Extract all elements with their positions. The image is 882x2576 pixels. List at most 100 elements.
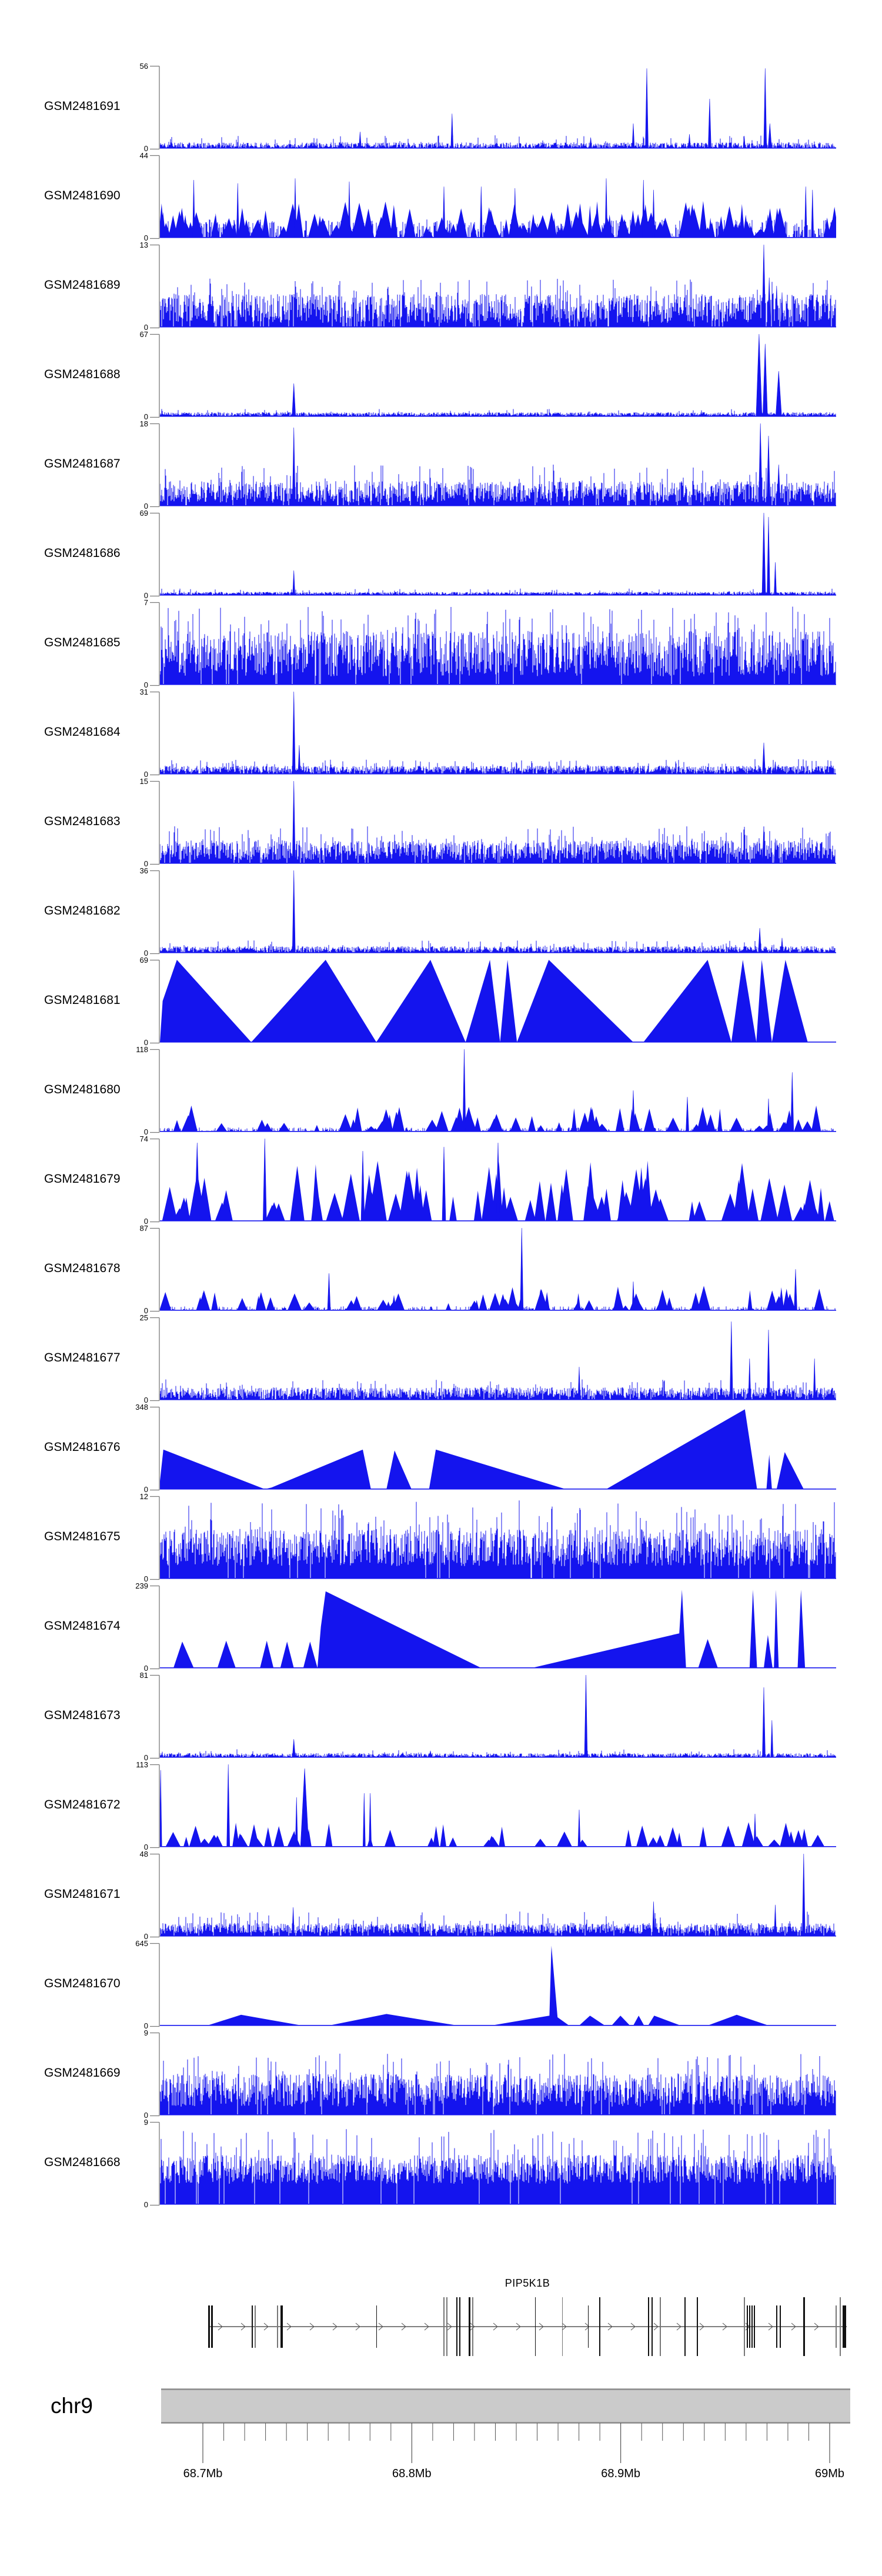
y-axis-bracket [150, 1227, 160, 1312]
y-axis-max-label: 25 [139, 1313, 148, 1322]
signal-noise [160, 409, 836, 416]
y-axis-bracket [150, 1049, 160, 1133]
y-axis-max-label: 12 [139, 1492, 148, 1501]
y-axis-line [150, 1138, 160, 1223]
track-row-GSM2481678: GSM2481678 87 0 [0, 1224, 882, 1315]
track-row-GSM2481681: GSM2481681 69 0 [0, 956, 882, 1047]
signal-plot [160, 1500, 836, 1579]
signal-baseline [160, 2025, 836, 2026]
track-label: GSM2481674 [44, 1619, 121, 1633]
strand-arrow-icons [218, 2323, 819, 2331]
signal-shape [160, 1409, 804, 1489]
y-axis-zero-label: 0 [143, 859, 148, 868]
signal-baseline [160, 237, 836, 238]
signal-baseline [160, 326, 836, 328]
track-label: GSM2481687 [44, 457, 121, 471]
axis-tick-label: 68.7Mb [183, 2467, 223, 2480]
signal-plot [160, 245, 836, 328]
signal-plot [160, 1764, 836, 1847]
y-axis-line [150, 1943, 160, 2027]
signal-baseline [160, 1578, 836, 1579]
track-row-GSM2481688: GSM2481688 67 0 [0, 330, 882, 421]
signal-noise [160, 1749, 836, 1757]
signal-shape [207, 1946, 769, 2026]
y-axis-zero-label: 0 [143, 2021, 148, 2030]
signal-plot [160, 68, 836, 149]
y-axis-line [150, 1406, 160, 1491]
y-axis-max-label: 31 [139, 688, 148, 696]
signal-baseline [160, 1936, 836, 1937]
exon-bar [843, 2305, 846, 2348]
y-axis-line [150, 65, 160, 150]
signal-baseline [160, 773, 836, 775]
y-axis-max-label: 56 [139, 62, 148, 71]
exon-bar [472, 2297, 473, 2356]
signal-plot [160, 2053, 836, 2115]
signal-peaks [292, 1675, 774, 1758]
track-label: GSM2481669 [44, 2066, 121, 2080]
y-axis-bracket [150, 602, 160, 686]
signal-baseline [160, 1310, 836, 1311]
exon-bar [652, 2297, 653, 2356]
track-label: GSM2481686 [44, 546, 121, 560]
y-axis-max-label: 18 [139, 419, 148, 428]
y-axis-max-label: 81 [139, 1671, 148, 1680]
exon-bar [697, 2297, 698, 2356]
signal-peaks [761, 245, 784, 328]
y-axis-bracket [150, 1943, 160, 2027]
track-row-GSM2481683: GSM2481683 15 0 [0, 777, 882, 868]
y-axis-line [150, 512, 160, 597]
signal-plot [160, 1854, 836, 1937]
track-label: GSM2481673 [44, 1709, 121, 1722]
exon-bar [840, 2297, 841, 2356]
signal-baseline [160, 952, 836, 953]
y-axis-bracket [150, 1496, 160, 1580]
track-label: GSM2481677 [44, 1351, 121, 1364]
y-axis-line [150, 1049, 160, 1133]
y-axis-line [150, 333, 160, 418]
y-axis-max-label: 118 [136, 1045, 148, 1054]
signal-baseline [160, 2204, 836, 2205]
y-axis-line [150, 959, 160, 1044]
y-axis-line [150, 870, 160, 955]
signal-triangles [173, 1105, 821, 1132]
exon-bar [749, 2305, 750, 2348]
signal-baseline [160, 1757, 836, 1758]
y-axis-max-label: 645 [135, 1939, 148, 1948]
y-axis-bracket [150, 959, 160, 1044]
exon-bar [469, 2297, 470, 2356]
y-axis-zero-label: 0 [143, 1664, 148, 1673]
track-label: GSM2481678 [44, 1262, 121, 1275]
exon-bar [277, 2305, 278, 2348]
signal-triangles [160, 201, 836, 238]
track-row-GSM2481676: GSM2481676 348 0 [0, 1403, 882, 1494]
track-row-GSM2481685: GSM2481685 7 0 [0, 598, 882, 689]
y-axis-zero-label: 0 [143, 1306, 148, 1315]
signal-baseline [160, 1042, 836, 1043]
track-row-GSM2481670: GSM2481670 645 0 [0, 1939, 882, 2030]
exon-bar [446, 2297, 447, 2356]
exon-bar [211, 2305, 213, 2348]
signal-peaks [192, 178, 814, 238]
y-axis-zero-label: 0 [143, 1753, 148, 1762]
exon-bar [751, 2305, 753, 2348]
track-row-GSM2481687: GSM2481687 18 0 [0, 419, 882, 510]
track-label: GSM2481683 [44, 815, 121, 828]
signal-plot [160, 178, 836, 238]
y-axis-line [150, 780, 160, 865]
signal-plot [160, 781, 836, 864]
y-axis-max-label: 69 [139, 956, 148, 965]
signal-peaks [194, 1139, 500, 1222]
signal-triangles [165, 1822, 825, 1847]
y-axis-line [150, 1496, 160, 1580]
signal-plot [160, 1139, 836, 1222]
signal-baseline [160, 416, 836, 417]
track-label: GSM2481668 [44, 2155, 121, 2169]
signal-noise [160, 135, 836, 148]
signal-peaks [160, 1764, 757, 1847]
y-axis-max-label: 9 [143, 2028, 148, 2037]
y-axis-zero-label: 0 [143, 1932, 148, 1941]
signal-plot [160, 1409, 836, 1490]
y-axis-max-label: 36 [139, 866, 148, 875]
exon-bar [780, 2305, 781, 2348]
